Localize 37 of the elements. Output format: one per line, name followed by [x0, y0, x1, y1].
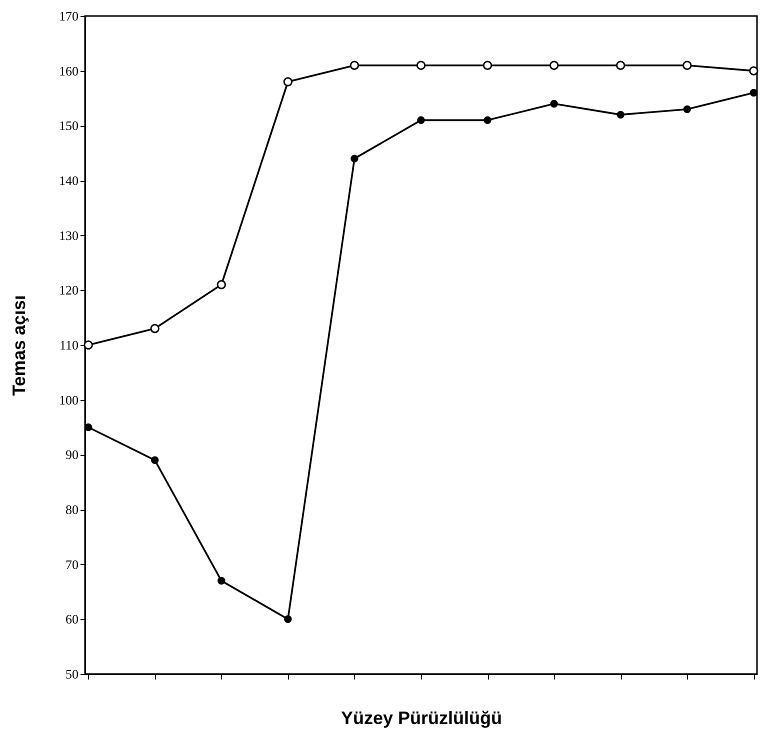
point [549, 60, 559, 70]
y-tick-label: 110 [59, 338, 78, 352]
y-tick-label: 50 [66, 666, 78, 682]
y-tick-label: 90 [66, 447, 78, 462]
y-tick-label: 100 [59, 392, 78, 408]
y-tick-label: 60 [66, 612, 78, 627]
point [616, 110, 624, 119]
point [749, 66, 758, 76]
point [150, 456, 159, 464]
y-tick-label: 120 [59, 282, 78, 298]
y-tick-label: 160 [59, 63, 78, 78]
y-tick-label: 130 [59, 228, 78, 243]
y-tick-label: 140 [59, 173, 78, 188]
point [350, 154, 358, 162]
point [84, 423, 92, 432]
y-axis-title: Temas açısı [9, 295, 29, 396]
point [150, 324, 160, 334]
point [550, 100, 558, 108]
point [417, 116, 425, 124]
point [682, 60, 692, 70]
y-tick-label: 80 [66, 502, 78, 517]
point [84, 340, 93, 350]
point [484, 116, 492, 124]
point [616, 60, 626, 70]
point [350, 60, 360, 70]
point [482, 60, 492, 70]
x-axis-title: Yüzey Pürüzlülüğü [340, 708, 502, 728]
point [750, 88, 758, 97]
point [218, 576, 226, 585]
y-tick-label: 170 [59, 8, 78, 24]
point [683, 105, 692, 114]
point [283, 77, 293, 86]
y-tick-label: 70 [66, 556, 78, 572]
y-tick-label: 150 [59, 118, 78, 134]
point [416, 60, 426, 70]
point [284, 615, 292, 624]
point [216, 280, 226, 290]
